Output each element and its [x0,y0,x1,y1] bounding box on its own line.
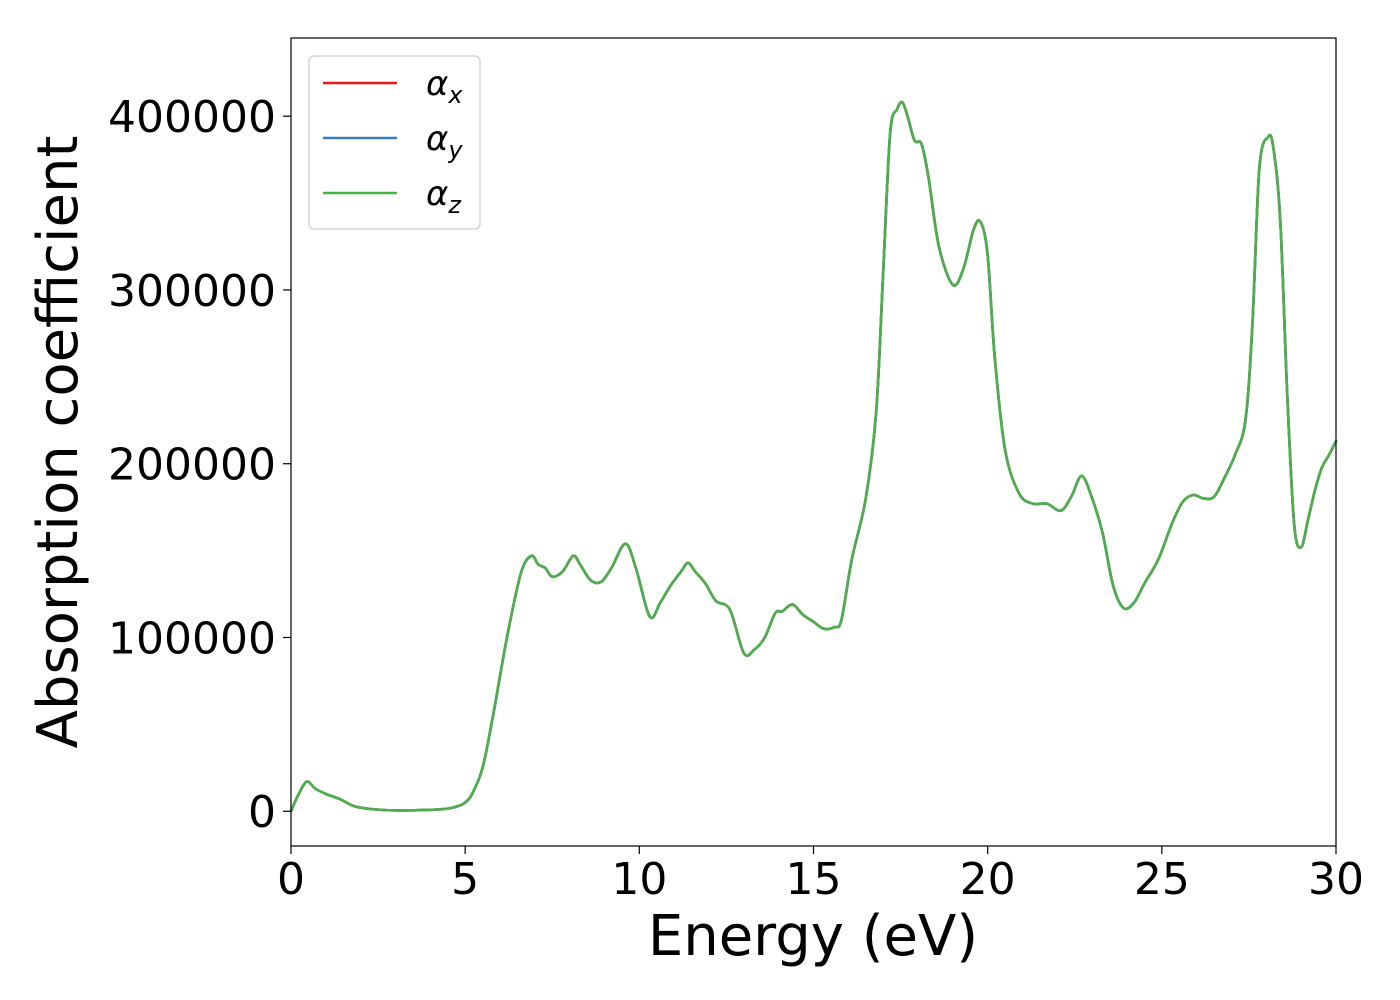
y-tick-label: 200000 [108,440,276,491]
y-axis: 0 100000 200000 300000 400000 [108,92,291,838]
series-layer [289,100,1338,813]
legend-label-y: αy [426,119,463,164]
x-axis: 0 5 10 15 20 25 30 [277,846,1364,905]
x-tick-label: 30 [1308,854,1364,905]
y-tick-label: 300000 [108,266,276,317]
y-axis-title: Absorption coefficient [26,136,91,749]
y-tick-label: 0 [248,787,276,838]
x-tick-label: 25 [1134,854,1190,905]
legend: αx αy αz [308,55,481,230]
series-line-3 [289,100,1338,813]
x-axis-title: Energy (eV) [648,904,978,969]
x-tick-label: 10 [611,854,667,905]
y-tick-label: 100000 [108,613,276,664]
legend-frame [308,55,481,230]
y-tick-label: 400000 [108,92,276,143]
x-tick-label: 0 [277,854,305,905]
x-tick-label: 20 [960,854,1016,905]
x-tick-label: 5 [451,854,479,905]
legend-label-z: αz [426,174,462,219]
legend-label-x: αx [426,64,463,109]
x-tick-label: 15 [786,854,842,905]
